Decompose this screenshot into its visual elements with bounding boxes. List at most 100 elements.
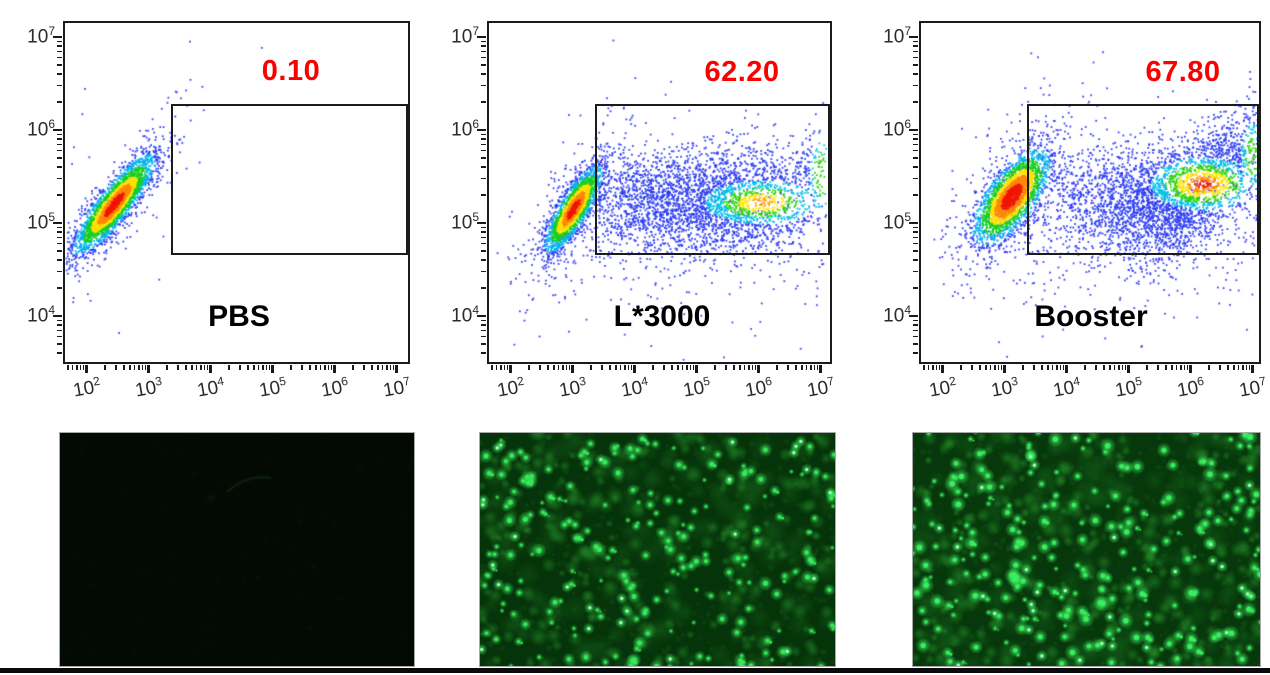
micrograph-pbs bbox=[59, 432, 415, 667]
x-major-tick bbox=[1189, 365, 1192, 373]
y-minor-tick bbox=[57, 56, 62, 59]
x-minor-tick bbox=[1227, 365, 1229, 370]
y-minor-tick bbox=[913, 226, 918, 228]
y-minor-tick bbox=[481, 73, 486, 75]
y-minor-tick bbox=[57, 319, 62, 321]
x-minor-tick bbox=[104, 365, 106, 370]
x-minor-tick bbox=[268, 365, 271, 370]
y-tick-label: 107 bbox=[27, 24, 55, 48]
x-minor-tick bbox=[671, 365, 673, 370]
y-major-tick bbox=[53, 314, 62, 318]
x-minor-tick bbox=[787, 365, 789, 370]
y-minor-tick bbox=[481, 64, 486, 66]
x-minor-tick bbox=[1175, 365, 1178, 370]
y-major-tick bbox=[477, 221, 486, 225]
x-minor-tick bbox=[389, 365, 392, 370]
y-minor-tick bbox=[481, 84, 486, 87]
sample-label: L*3000 bbox=[613, 300, 711, 333]
x-minor-tick bbox=[76, 365, 78, 370]
y-minor-tick bbox=[57, 157, 62, 159]
x-minor-tick bbox=[392, 365, 395, 370]
x-major-tick bbox=[85, 365, 88, 373]
y-major-tick bbox=[909, 221, 918, 225]
y-minor-tick bbox=[913, 352, 918, 354]
x-minor-tick bbox=[528, 365, 530, 370]
x-minor-tick bbox=[1022, 365, 1024, 370]
y-minor-tick bbox=[481, 177, 486, 180]
y-minor-tick bbox=[481, 143, 486, 146]
x-minor-tick bbox=[67, 365, 69, 370]
x-minor-tick bbox=[663, 365, 665, 370]
x-minor-tick bbox=[935, 365, 938, 370]
y-minor-tick bbox=[913, 194, 918, 196]
y-minor-tick bbox=[57, 324, 62, 326]
x-tick-label: 102 bbox=[71, 373, 101, 402]
y-minor-tick bbox=[57, 177, 62, 180]
x-minor-tick bbox=[129, 365, 131, 370]
x-minor-tick bbox=[989, 365, 992, 370]
x-tick-label: 104 bbox=[195, 373, 225, 402]
x-major-tick bbox=[395, 365, 398, 373]
x-minor-tick bbox=[615, 365, 617, 370]
x-minor-tick bbox=[247, 365, 249, 370]
y-major-tick bbox=[909, 128, 918, 132]
x-minor-tick bbox=[1121, 365, 1124, 370]
x-minor-tick bbox=[239, 365, 241, 370]
y-minor-tick bbox=[57, 343, 62, 345]
x-minor-tick bbox=[315, 365, 317, 370]
y-minor-tick bbox=[57, 50, 62, 53]
y-minor-tick bbox=[913, 259, 918, 261]
x-minor-tick bbox=[677, 365, 679, 370]
x-tick-label: 107 bbox=[1237, 373, 1267, 402]
x-tick-label: 102 bbox=[495, 373, 525, 402]
y-minor-tick bbox=[913, 101, 918, 103]
x-minor-tick bbox=[123, 365, 125, 370]
x-minor-tick bbox=[568, 365, 571, 370]
x-minor-tick bbox=[795, 365, 797, 370]
x-minor-tick bbox=[960, 365, 962, 370]
x-minor-tick bbox=[257, 365, 260, 370]
y-minor-tick bbox=[57, 45, 62, 47]
x-minor-tick bbox=[1118, 365, 1120, 370]
y-minor-tick bbox=[481, 335, 486, 338]
x-major-tick bbox=[819, 365, 822, 373]
y-minor-tick bbox=[481, 242, 486, 245]
y-minor-tick bbox=[913, 133, 918, 135]
x-minor-tick bbox=[138, 365, 140, 370]
y-minor-tick bbox=[57, 287, 62, 289]
y-minor-tick bbox=[57, 40, 62, 42]
x-tick-label: 106 bbox=[319, 373, 349, 402]
x-minor-tick bbox=[692, 365, 695, 370]
y-minor-tick bbox=[913, 45, 918, 47]
y-tick-label: 105 bbox=[27, 210, 55, 234]
y-minor-tick bbox=[913, 157, 918, 159]
x-minor-tick bbox=[1219, 365, 1221, 370]
y-minor-tick bbox=[57, 335, 62, 338]
x-major-tick bbox=[209, 365, 212, 373]
y-minor-tick bbox=[913, 335, 918, 338]
y-tick-label: 106 bbox=[27, 117, 55, 141]
x-minor-tick bbox=[262, 365, 264, 370]
y-minor-tick bbox=[57, 231, 62, 233]
y-minor-tick bbox=[913, 329, 918, 332]
sample-label: PBS bbox=[208, 300, 270, 333]
x-minor-tick bbox=[1109, 365, 1111, 370]
y-minor-tick bbox=[57, 149, 62, 152]
x-minor-tick bbox=[1157, 365, 1159, 370]
y-minor-tick bbox=[481, 157, 486, 159]
x-minor-tick bbox=[562, 365, 564, 370]
y-minor-tick bbox=[913, 138, 918, 140]
x-minor-tick bbox=[601, 365, 603, 370]
x-minor-tick bbox=[309, 365, 311, 370]
y-minor-tick bbox=[913, 56, 918, 59]
x-minor-tick bbox=[932, 365, 934, 370]
x-minor-tick bbox=[203, 365, 206, 370]
x-minor-tick bbox=[1183, 365, 1186, 370]
x-minor-tick bbox=[1208, 365, 1210, 370]
x-tick-label: 103 bbox=[989, 373, 1019, 402]
x-minor-tick bbox=[1113, 365, 1116, 370]
y-minor-tick bbox=[913, 40, 918, 42]
x-minor-tick bbox=[1237, 365, 1240, 370]
y-minor-tick bbox=[913, 270, 918, 273]
x-major-tick bbox=[571, 365, 574, 373]
